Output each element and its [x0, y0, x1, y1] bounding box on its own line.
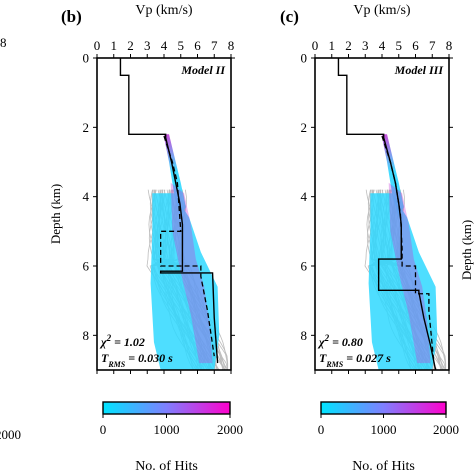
- x-tick-label: 1: [329, 38, 336, 53]
- x-tick-label: 2: [345, 38, 352, 53]
- x-axis-label: Vp (km/s): [135, 3, 193, 18]
- x-tick-label: 7: [211, 38, 218, 53]
- y-tick-label: 4: [301, 189, 308, 204]
- y-tick-label: 6: [301, 259, 308, 274]
- x-tick-label: 1: [111, 38, 118, 53]
- x-tick-label: 8: [446, 38, 453, 53]
- colorbar-tick-label: 2000: [433, 422, 459, 437]
- trms-label: TRMS = 0.027 s: [319, 351, 391, 369]
- x-tick-label: 3: [144, 38, 151, 53]
- y-tick-label: 2: [301, 120, 308, 135]
- x-axis-label: Vp (km/s): [353, 3, 411, 18]
- x-tick-label: 2: [127, 38, 134, 53]
- y-tick-label: 8: [301, 328, 308, 343]
- y-tick-label: 0: [301, 51, 308, 66]
- chi2-label: χ2 = 1.02: [99, 333, 145, 349]
- model-label: Model III: [394, 63, 445, 77]
- colorbar-label: No. of Hits: [352, 459, 415, 474]
- colorbar-tick-label: 1000: [371, 422, 397, 437]
- panel-label: (b): [61, 7, 82, 26]
- x-tick-label: 5: [178, 38, 185, 53]
- panel-b: (b) Vp (km/s)Depth (km)0 1 2 3 4 5 6 7 802468Mode…: [48, 3, 243, 474]
- model-label: Model II: [180, 63, 226, 77]
- hits-block: [368, 193, 438, 370]
- model-line-dashed: [381, 135, 435, 364]
- x-tick-label: 0: [94, 38, 101, 53]
- x-tick-label: 4: [379, 38, 386, 53]
- colorbar-tick-label: 2000: [217, 422, 243, 437]
- colorbar-label: No. of Hits: [135, 459, 198, 474]
- y-tick-label: 8: [83, 328, 90, 343]
- x-tick-label: 3: [362, 38, 369, 53]
- x-tick-label: 6: [194, 38, 201, 53]
- x-tick-label: 7: [429, 38, 436, 53]
- y-axis-label: Depth (km): [48, 184, 63, 244]
- chi2-label: χ2 = 0.80: [317, 333, 363, 349]
- x-tick-label: 4: [161, 38, 168, 53]
- x-tick-label: 6: [412, 38, 419, 53]
- trms-label: TRMS = 0.030 s: [101, 351, 173, 369]
- colorbar-tick-label: 0: [100, 422, 107, 437]
- x-tick-label: 8: [228, 38, 235, 53]
- panel-label: (c): [280, 7, 299, 26]
- right-cut-ylabel: Depth (km): [459, 220, 474, 280]
- x-tick-label: 0: [312, 38, 319, 53]
- y-tick-label: 2: [83, 120, 90, 135]
- x-tick-label: 5: [396, 38, 403, 53]
- hits-block: [150, 193, 220, 370]
- left-cut-tick-8: 8: [0, 35, 7, 50]
- colorbar-tick-label: 0: [318, 422, 325, 437]
- left-cut-tick-2000: 2000: [0, 427, 21, 442]
- colorbar: [320, 401, 447, 415]
- hits-cloud: [364, 134, 447, 370]
- hits-core: [388, 182, 431, 364]
- y-tick-label: 0: [83, 51, 90, 66]
- colorbar: [102, 401, 231, 415]
- model-line-dashed: [159, 135, 215, 357]
- left-panel-fragment: 8 2000: [0, 35, 21, 442]
- right-panel-fragment: Depth (km): [459, 220, 474, 280]
- y-tick-label: 6: [83, 259, 90, 274]
- colorbar-tick-label: 1000: [154, 422, 180, 437]
- y-tick-label: 4: [83, 189, 90, 204]
